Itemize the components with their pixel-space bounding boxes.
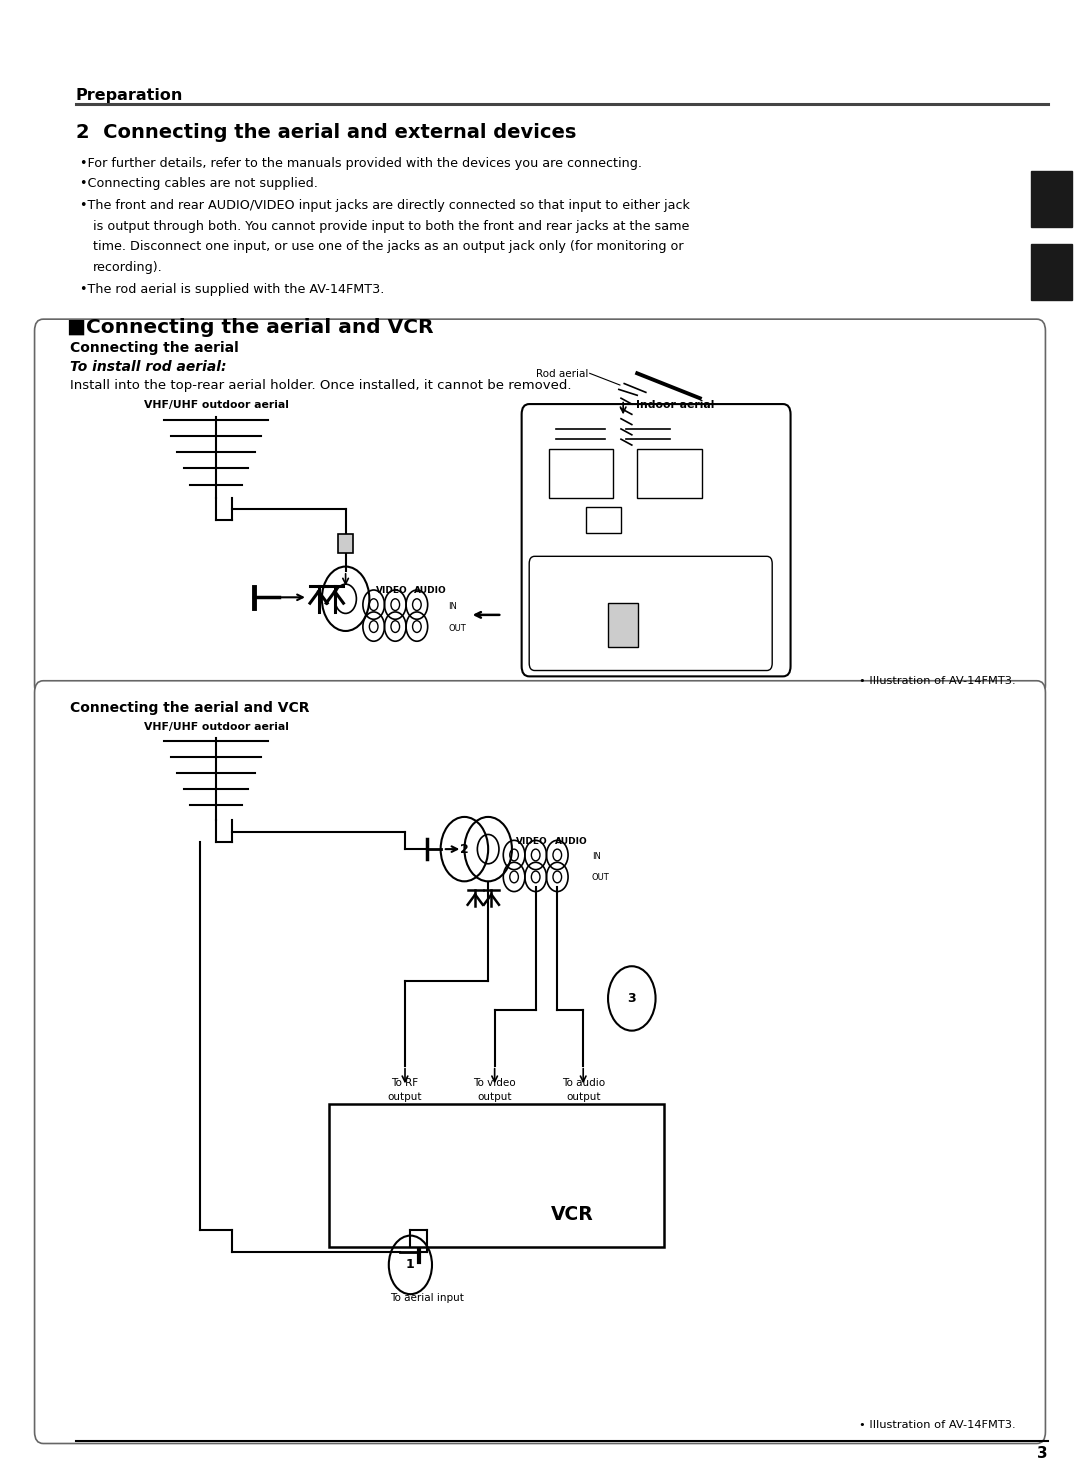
Text: 2: 2 [460, 843, 469, 855]
Text: 1: 1 [406, 1259, 415, 1271]
Bar [338, 534, 353, 553]
Text: 3: 3 [1037, 1446, 1048, 1461]
Text: OUT: OUT [448, 624, 465, 632]
Text: To install rod aerial:: To install rod aerial: [70, 360, 227, 375]
Text: recording).: recording). [93, 261, 163, 274]
Text: 2  Connecting the aerial and external devices: 2 Connecting the aerial and external dev… [76, 123, 576, 142]
FancyBboxPatch shape [35, 681, 1045, 1444]
Text: Install into the top-rear aerial holder. Once installed, it cannot be removed.: Install into the top-rear aerial holder.… [70, 379, 571, 392]
Bar [608, 603, 638, 647]
Text: To audio: To audio [562, 1078, 605, 1088]
Text: •For further details, refer to the manuals provided with the devices you are con: •For further details, refer to the manua… [80, 157, 642, 170]
Text: 3: 3 [627, 993, 636, 1004]
Text: VIDEO: VIDEO [376, 586, 407, 594]
Bar [1031, 244, 1072, 300]
Text: VCR: VCR [551, 1205, 594, 1224]
Text: To aerial input: To aerial input [390, 1293, 463, 1303]
Text: Connecting the aerial and VCR: Connecting the aerial and VCR [70, 701, 310, 716]
Bar [1031, 171, 1072, 227]
Text: To video: To video [473, 1078, 516, 1088]
Text: IN: IN [448, 602, 457, 610]
FancyBboxPatch shape [529, 556, 772, 671]
FancyBboxPatch shape [35, 319, 1045, 697]
Text: OUT: OUT [592, 873, 609, 881]
Text: output: output [388, 1092, 422, 1102]
Text: AUDIO: AUDIO [414, 586, 446, 594]
Text: VIDEO: VIDEO [516, 837, 548, 846]
Text: VHF/UHF outdoor aerial: VHF/UHF outdoor aerial [144, 400, 288, 410]
Text: •Connecting cables are not supplied.: •Connecting cables are not supplied. [80, 177, 318, 190]
Bar [549, 449, 613, 498]
Bar [329, 1104, 664, 1247]
Text: To RF: To RF [391, 1078, 419, 1088]
Text: • Illustration of AV-14FMT3.: • Illustration of AV-14FMT3. [859, 676, 1015, 687]
Text: • Illustration of AV-14FMT3.: • Illustration of AV-14FMT3. [859, 1420, 1015, 1430]
Text: AUDIO: AUDIO [555, 837, 588, 846]
Text: Preparation: Preparation [76, 88, 183, 102]
Text: •The front and rear AUDIO/VIDEO input jacks are directly connected so that input: •The front and rear AUDIO/VIDEO input ja… [80, 199, 690, 212]
Text: time. Disconnect one input, or use one of the jacks as an output jack only (for : time. Disconnect one input, or use one o… [93, 240, 684, 253]
Text: is output through both. You cannot provide input to both the front and rear jack: is output through both. You cannot provi… [93, 220, 689, 233]
Text: output: output [566, 1092, 600, 1102]
Text: ■Connecting the aerial and VCR: ■Connecting the aerial and VCR [67, 318, 433, 337]
Text: Connecting the aerial: Connecting the aerial [70, 341, 239, 356]
Bar [586, 507, 621, 533]
Text: Indoor aerial: Indoor aerial [636, 400, 714, 410]
Text: VHF/UHF outdoor aerial: VHF/UHF outdoor aerial [144, 722, 288, 732]
Text: IN: IN [592, 852, 600, 861]
FancyBboxPatch shape [522, 404, 791, 676]
Text: Rod aerial: Rod aerial [537, 369, 589, 379]
Text: output: output [477, 1092, 512, 1102]
Bar [637, 449, 702, 498]
Text: •The rod aerial is supplied with the AV-14FMT3.: •The rod aerial is supplied with the AV-… [80, 283, 384, 296]
